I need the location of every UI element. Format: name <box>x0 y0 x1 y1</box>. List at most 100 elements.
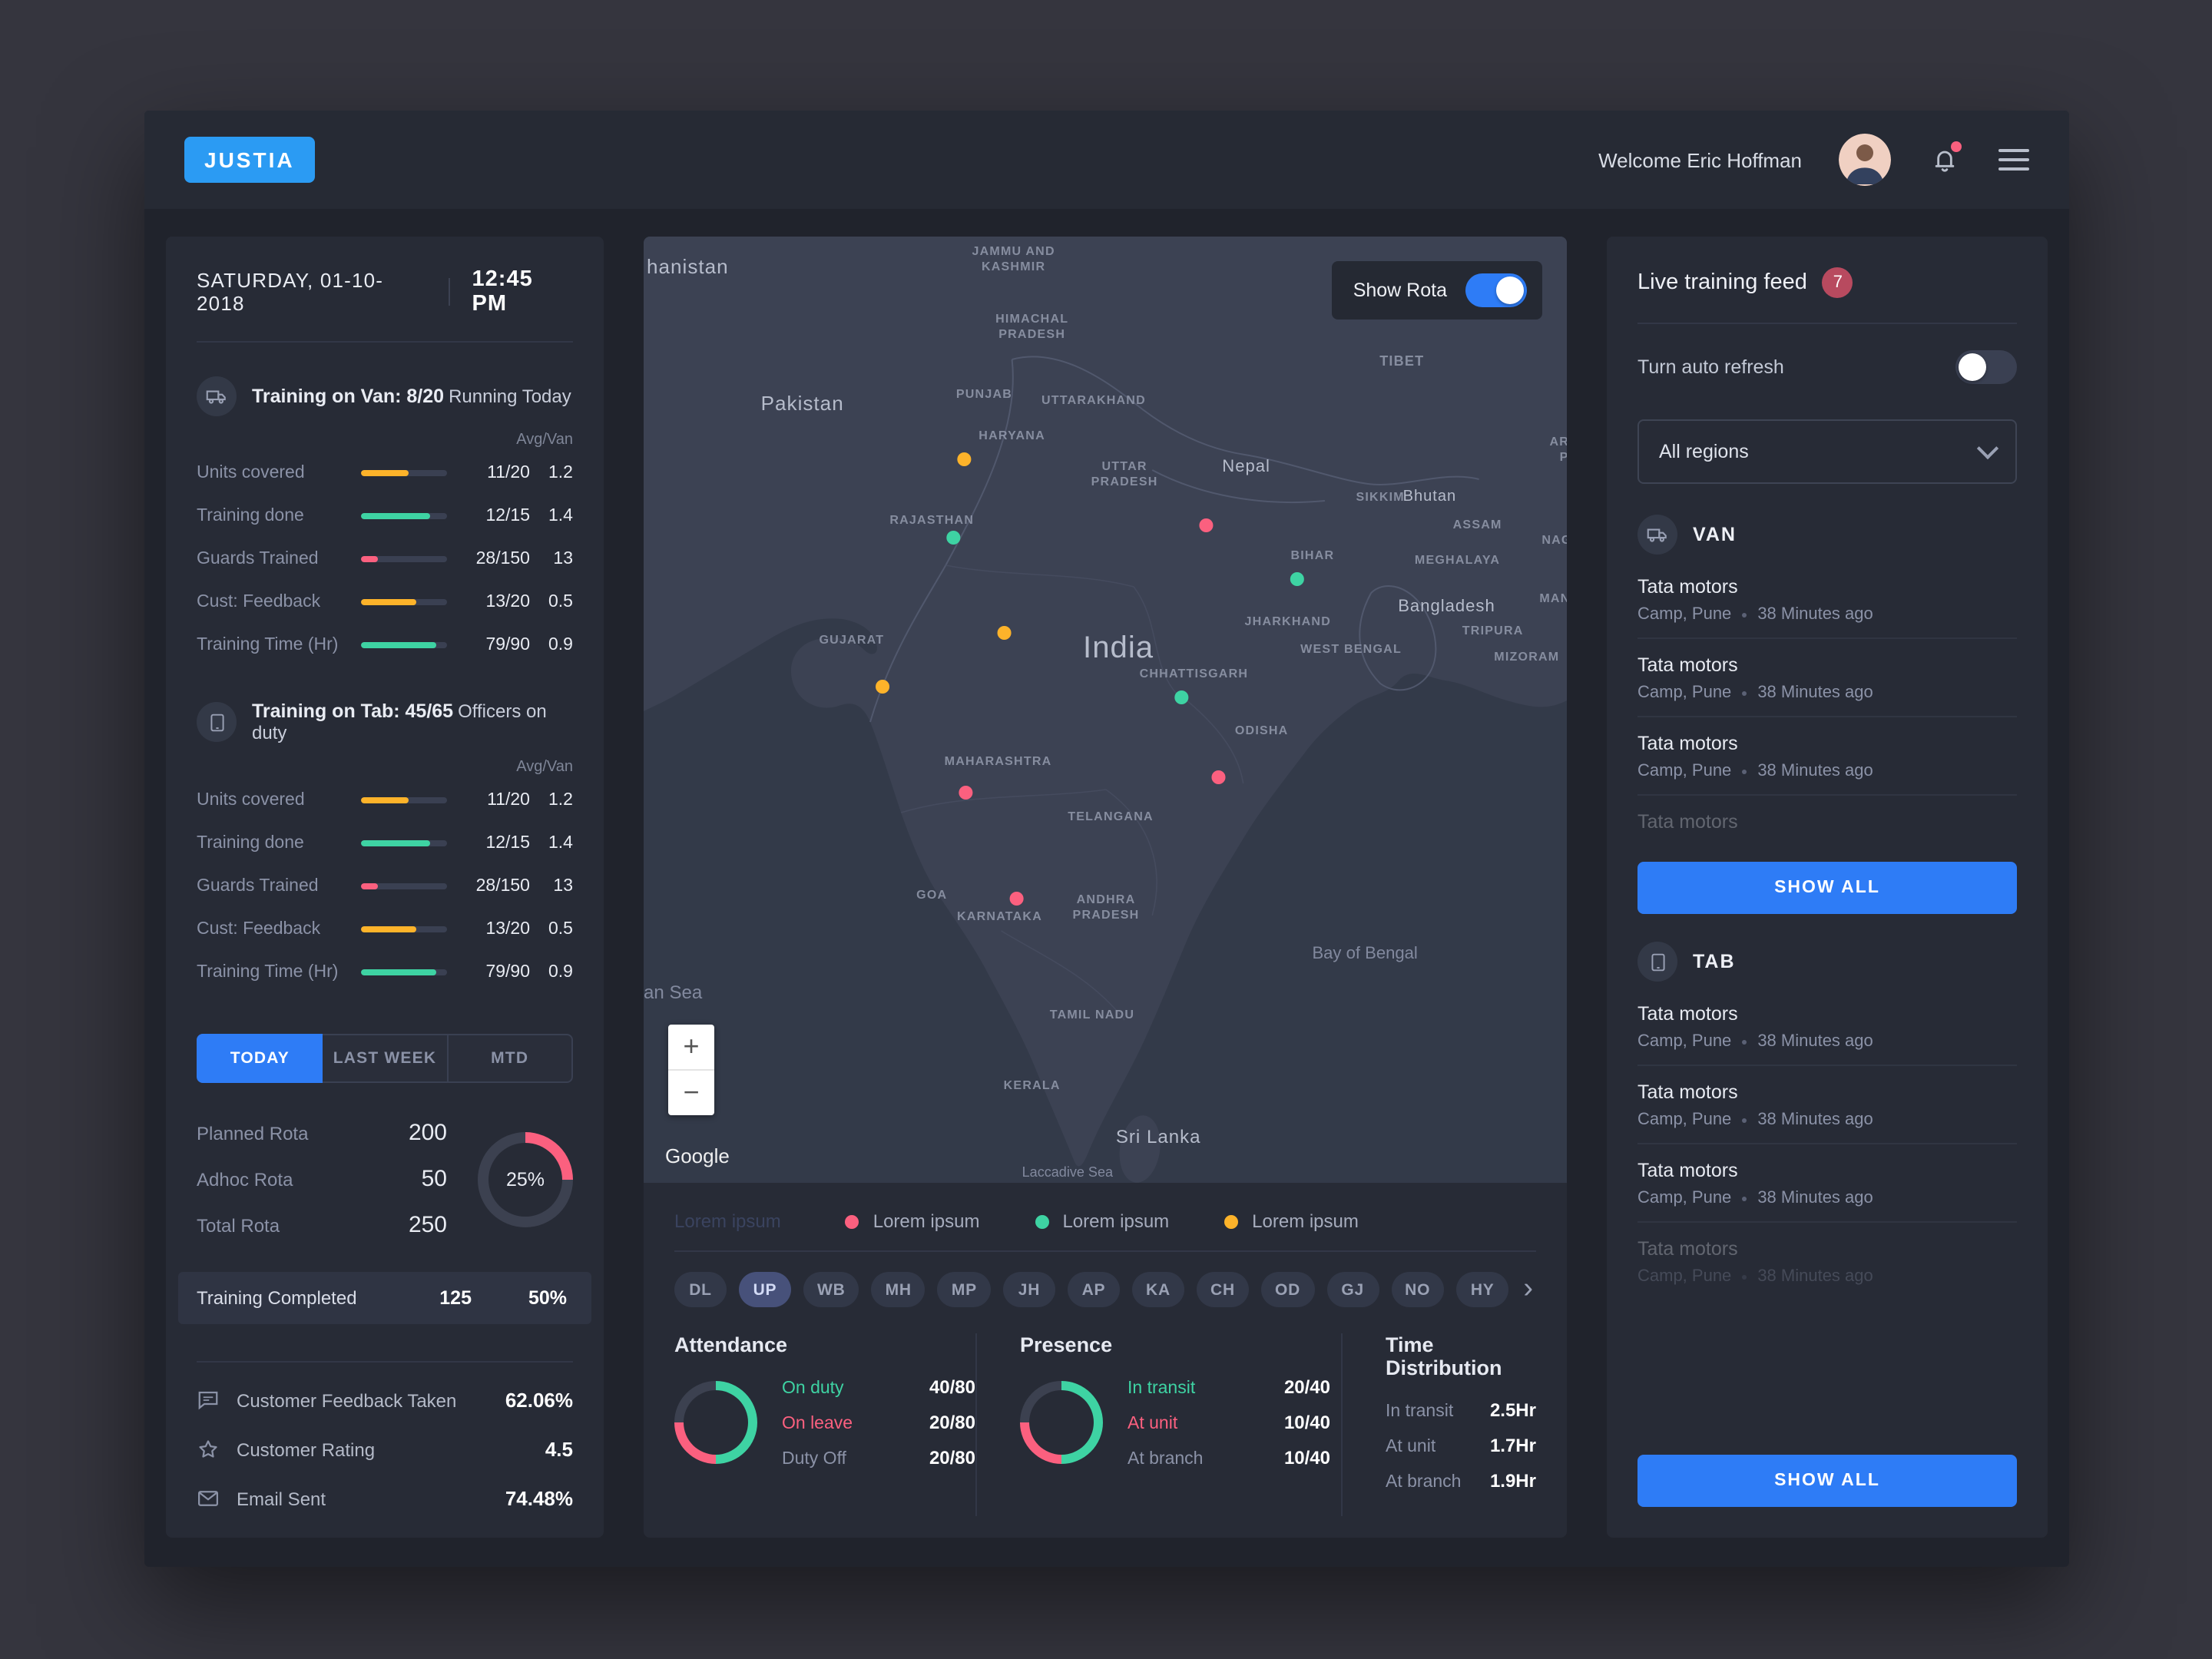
metric-row: Training Time (Hr) 79/90 0.9 <box>197 951 573 994</box>
chip-gj[interactable]: GJ <box>1326 1272 1379 1307</box>
feed-item[interactable]: Tata motors Camp, Pune 38 Minutes ago <box>1637 1223 2017 1286</box>
chevron-right-icon[interactable]: › <box>1523 1272 1533 1305</box>
rota-row: Total Rota 250 <box>197 1212 447 1238</box>
map-label: KERALA <box>1004 1078 1061 1092</box>
feed-item-name: Tata motors <box>1637 1238 1738 1260</box>
map-marker[interactable] <box>1199 518 1214 532</box>
van-show-all-button[interactable]: SHOW ALL <box>1637 862 2017 914</box>
feed-time: 38 Minutes ago <box>1757 762 1873 780</box>
feed-item-meta: Camp, Pune 38 Minutes ago <box>1637 1267 2017 1286</box>
map-marker[interactable] <box>959 786 973 800</box>
google-logo: Google <box>665 1144 730 1167</box>
legend-muted-item[interactable]: Lorem ipsum <box>674 1210 781 1232</box>
notifications-bell[interactable] <box>1928 141 1962 177</box>
user-avatar[interactable] <box>1839 134 1891 186</box>
stat-value: 20/80 <box>929 1412 975 1433</box>
legend-item[interactable]: Lorem ipsum <box>1224 1210 1359 1232</box>
customer-rating-stat: Customer Rating 4.5 <box>197 1438 573 1461</box>
map-label: ODISHA <box>1235 724 1289 737</box>
metric-label: Guards Trained <box>197 877 319 896</box>
presence-donut <box>1020 1381 1103 1464</box>
map-label: SIKKIM <box>1356 490 1404 504</box>
map-marker[interactable] <box>876 680 890 694</box>
feed-time: 38 Minutes ago <box>1757 1189 1873 1207</box>
live-feed-header: Live training feed 7 <box>1637 237 2017 324</box>
map-marker[interactable] <box>957 452 972 466</box>
van-feed-section: VAN Tata motors Camp, Pune 38 Minutes ago T… <box>1637 487 2017 914</box>
feed-item[interactable]: Tata motors <box>1637 796 2017 833</box>
menu-button[interactable] <box>1998 143 2029 177</box>
content-area: SATURDAY, 01-10-2018 12:45 PM Training o… <box>144 209 2069 1567</box>
india-map: JAMMU AND KASHMIR HIMACHAL PRADESH PUNJAB UTT… <box>644 237 1567 1183</box>
chip-od[interactable]: OD <box>1261 1272 1315 1307</box>
feed-item[interactable]: Tata motors Camp, Pune 38 Minutes ago <box>1637 561 2017 639</box>
map-marker[interactable] <box>1009 892 1024 906</box>
feed-item[interactable]: Tata motors Camp, Pune 38 Minutes ago <box>1637 1144 2017 1223</box>
map-label: HARYANA <box>979 429 1045 442</box>
tab-last-week[interactable]: LAST WEEK <box>323 1034 449 1083</box>
metric-progress-bar <box>361 513 447 519</box>
tab-show-all-button[interactable]: SHOW ALL <box>1637 1455 2017 1507</box>
tab-today[interactable]: TODAY <box>197 1034 323 1083</box>
feed-item-meta: Camp, Pune 38 Minutes ago <box>1637 762 2017 780</box>
map-marker[interactable] <box>946 531 961 545</box>
map-label: NAGALAND <box>1541 533 1567 547</box>
van-feed-title: VAN <box>1693 524 1737 545</box>
feed-item[interactable]: Tata motors Camp, Pune 38 Minutes ago <box>1637 988 2017 1066</box>
zoom-out-button[interactable]: − <box>683 1077 700 1108</box>
rota-donut: 25% <box>478 1131 573 1227</box>
notification-dot <box>1951 141 1962 152</box>
feed-item-name: Tata motors <box>1637 1003 1738 1025</box>
chip-wb[interactable]: WB <box>803 1272 859 1307</box>
metric-value: 28/150 <box>475 877 530 896</box>
chip-dl[interactable]: DL <box>674 1272 727 1307</box>
map-canvas[interactable]: JAMMU AND KASHMIR HIMACHAL PRADESH PUNJAB UTT… <box>644 237 1567 1183</box>
auto-refresh-label: Turn auto refresh <box>1637 356 1784 378</box>
chip-mh[interactable]: MH <box>871 1272 926 1307</box>
feed-item[interactable]: Tata motors Camp, Pune 38 Minutes ago <box>1637 639 2017 717</box>
legend-item[interactable]: Lorem ipsum <box>845 1210 979 1232</box>
feed-item-name: Tata motors <box>1637 1081 1738 1103</box>
dot-separator <box>1742 612 1747 617</box>
legend-item[interactable]: Lorem ipsum <box>1035 1210 1169 1232</box>
email-sent-stat: Email Sent 74.48% <box>197 1487 573 1510</box>
dot-separator <box>1742 690 1747 695</box>
map-marker[interactable] <box>997 626 1012 640</box>
feed-item[interactable]: Tata motors Camp, Pune 38 Minutes ago <box>1637 717 2017 796</box>
metric-label: Training done <box>197 834 304 853</box>
tab-mtd[interactable]: MTD <box>448 1034 573 1083</box>
metric-label: Cust: Feedback <box>197 920 321 939</box>
chip-ch[interactable]: CH <box>1197 1272 1249 1307</box>
chip-hy[interactable]: HY <box>1456 1272 1509 1307</box>
chip-jh[interactable]: JH <box>1003 1272 1055 1307</box>
feed-item[interactable]: Tata motors Camp, Pune 38 Minutes ago <box>1637 1066 2017 1144</box>
region-select[interactable]: All regions <box>1637 419 2017 484</box>
metric-value: 28/150 <box>475 550 530 568</box>
feed-item-name: Tata motors <box>1637 1160 1738 1181</box>
metric-avg: 0.5 <box>548 920 573 939</box>
chip-up[interactable]: UP <box>739 1272 791 1307</box>
attendance-title: Attendance <box>674 1333 788 1356</box>
map-marker[interactable] <box>1211 770 1226 784</box>
chip-no[interactable]: NO <box>1391 1272 1445 1307</box>
auto-refresh-toggle[interactable] <box>1955 350 2017 384</box>
chip-ap[interactable]: AP <box>1068 1272 1120 1307</box>
stat-value: 10/40 <box>1283 1412 1330 1433</box>
map-marker[interactable] <box>1290 572 1304 586</box>
show-rota-toggle[interactable] <box>1465 273 1527 307</box>
metric-value: 11/20 <box>487 791 530 810</box>
metric-label: Training Time (Hr) <box>197 636 339 654</box>
map-marker[interactable] <box>1174 690 1189 704</box>
map-label: MEGHALAYA <box>1415 553 1500 567</box>
zoom-in-button[interactable]: + <box>668 1025 714 1071</box>
stat-label: In transit <box>1128 1379 1196 1398</box>
feed-time: 38 Minutes ago <box>1757 1032 1873 1051</box>
map-labels: JAMMU AND KASHMIR HIMACHAL PRADESH PUNJAB UTT… <box>644 244 1567 1180</box>
time-distribution-title: Time Distribution <box>1386 1333 1502 1379</box>
legend-dot <box>1224 1214 1239 1228</box>
show-rota-control: Show Rota <box>1331 261 1542 320</box>
chip-mp[interactable]: MP <box>937 1272 991 1307</box>
chip-ka[interactable]: KA <box>1132 1272 1184 1307</box>
toggle-knob <box>1496 276 1524 304</box>
state-borders <box>900 565 1244 1021</box>
